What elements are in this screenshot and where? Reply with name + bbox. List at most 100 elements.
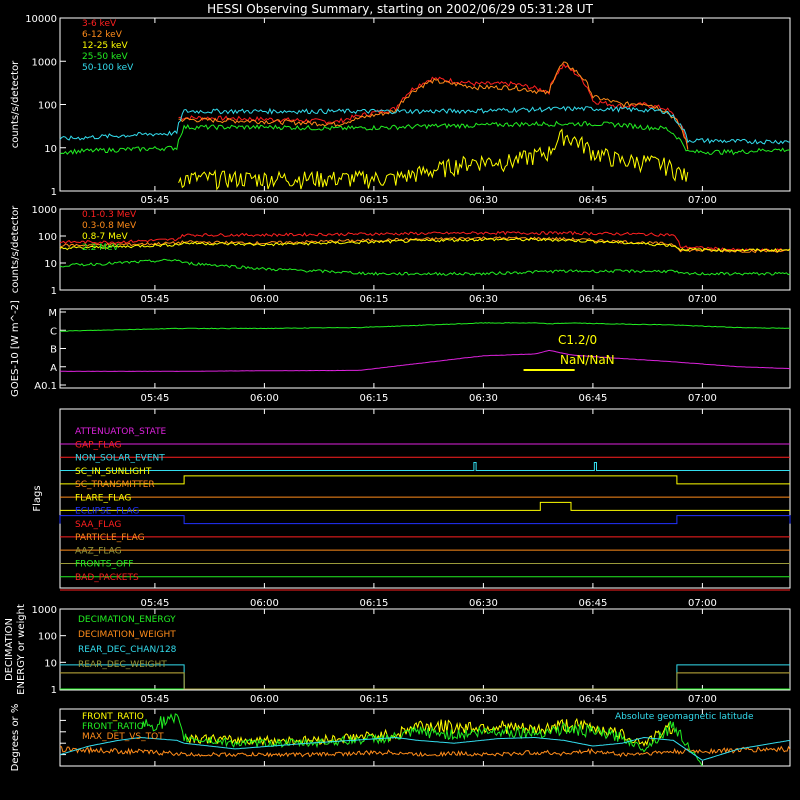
geomagnetic-latitude-label: Absolute geomagnetic latitude	[615, 712, 754, 722]
legend-entry: 3-6 keV	[82, 19, 117, 29]
x-tick-label: 06:00	[250, 195, 279, 206]
y-tick-label: 100	[38, 632, 57, 643]
y-tick-label: 100	[38, 101, 57, 112]
legend-entry: 50-100 keV	[82, 63, 134, 73]
flag-trace	[60, 475, 790, 485]
panel-low-energy: 1 10 100 1000 10000 counts/s/detector 3-6 keV6…	[10, 14, 791, 206]
x-tick-label: 05:45	[140, 694, 169, 705]
legend-entry: 12-25 keV	[82, 41, 128, 51]
x-tick-label: 07:00	[688, 694, 717, 705]
legend-entry: FRONT_RATIO	[82, 712, 144, 722]
panel-frame	[59, 208, 791, 291]
series-line	[59, 237, 791, 253]
y-tick-label: 10000	[25, 14, 57, 25]
y-axis-label: DECIMATION	[4, 618, 15, 681]
y-tick-label: C	[50, 326, 57, 337]
flag-label: SC_TRANSMITTER	[75, 480, 155, 490]
y-tick-label: 1	[51, 685, 57, 696]
legend-entry: FRONT_RATIO	[82, 722, 144, 732]
panel-ratios: Degrees or % FRONT_RATIOFRONT_RATIOMAX_DE…	[10, 704, 791, 771]
x-tick-label: 05:45	[140, 195, 169, 206]
flag-label: GAP_FLAG	[75, 440, 121, 450]
panel-frame	[59, 17, 791, 192]
x-tick-label: 06:45	[578, 294, 607, 305]
series-line	[60, 672, 790, 690]
panel-flags: Flags ATTENUATOR_STATE GAP_FLAG NON_SOLAR_E…	[32, 408, 791, 609]
series-line	[59, 736, 791, 761]
y-tick-label: 1	[51, 187, 57, 198]
x-tick-label: 06:00	[250, 694, 279, 705]
panel-frame	[59, 308, 791, 389]
y-tick-label: B	[50, 345, 57, 356]
y-axis-label: counts/s/detector	[10, 60, 21, 148]
x-tick-label: 05:45	[140, 598, 169, 609]
x-tick-label: 06:00	[250, 598, 279, 609]
y-tick-label: 10	[44, 658, 57, 669]
x-tick-label: 06:15	[359, 598, 388, 609]
panels: 1 10 100 1000 10000 counts/s/detector 3-6 keV6…	[4, 14, 791, 771]
y-axis-label: GOES-10 [W m^-2]	[10, 300, 21, 397]
x-tick-label: 06:45	[578, 598, 607, 609]
legend-entry: 0.3-0.8 MeV	[82, 221, 137, 231]
x-tick-label: 07:00	[688, 393, 717, 404]
y-tick-label: 10	[44, 259, 57, 270]
y-tick-label: A	[50, 363, 57, 374]
legend-entry: 0.8-7 MeV	[82, 232, 128, 242]
legend-entry: 6-12 keV	[82, 30, 123, 40]
series-line	[60, 664, 790, 690]
x-tick-label: 06:30	[469, 195, 498, 206]
series-line	[178, 128, 689, 191]
x-tick-label: 06:30	[469, 598, 498, 609]
series-line	[59, 230, 791, 253]
series-line	[60, 672, 790, 690]
legend-entry: DECIMATION_WEIGHT	[78, 630, 176, 640]
x-tick-label: 07:00	[688, 294, 717, 305]
y-axis-label: ENERGY or weight	[16, 604, 27, 695]
x-tick-label: 06:00	[250, 294, 279, 305]
x-tick-label: 06:15	[359, 694, 388, 705]
flag-trace	[60, 462, 790, 472]
y-axis-label: counts/s/detector	[10, 205, 21, 293]
flag-trace	[59, 515, 791, 525]
x-tick-label: 06:15	[359, 195, 388, 206]
flag-trace	[60, 501, 790, 511]
x-tick-label: 07:00	[688, 195, 717, 206]
series-line	[60, 322, 791, 332]
flag-label: AAZ_FLAG	[75, 546, 122, 556]
series-line	[59, 258, 791, 276]
x-tick-label: 06:30	[469, 694, 498, 705]
flag-label: FLARE_FLAG	[75, 493, 131, 503]
y-tick-label: 100	[38, 232, 57, 243]
y-tick-label: A0.1	[34, 381, 57, 392]
series-line	[178, 61, 689, 150]
panel-frame	[59, 708, 791, 767]
series-line	[60, 349, 791, 372]
series-line	[59, 745, 791, 758]
goes-class-annotation: C1.2/0	[558, 333, 597, 347]
y-tick-label: 1000	[32, 57, 57, 68]
y-tick-label: 1	[51, 286, 57, 297]
x-tick-label: 06:15	[359, 393, 388, 404]
flag-label: SC_IN_SUNLIGHT	[75, 467, 152, 477]
series-line	[59, 236, 791, 254]
x-tick-label: 06:30	[469, 393, 498, 404]
x-tick-label: 06:45	[578, 195, 607, 206]
y-axis-label: Flags	[32, 485, 43, 511]
y-tick-label: M	[48, 308, 57, 319]
x-tick-label: 07:00	[688, 598, 717, 609]
panel-frame	[59, 408, 791, 589]
x-tick-label: 05:45	[140, 294, 169, 305]
plot-title: HESSI Observing Summary, starting on 200…	[207, 2, 593, 16]
series-line	[59, 105, 791, 145]
legend-entry: MAX_DET_VS_TOT	[82, 732, 164, 742]
flag-label: PARTICLE_FLAG	[75, 533, 145, 543]
x-tick-label: 06:00	[250, 393, 279, 404]
flag-label: ECLIPSE_FLAG	[75, 507, 139, 517]
series-line	[59, 120, 790, 156]
y-tick-label: 1000	[32, 205, 57, 216]
flag-label: BAD_PACKETS	[75, 573, 139, 583]
flag-label: NON_SOLAR_EVENT	[75, 454, 165, 464]
